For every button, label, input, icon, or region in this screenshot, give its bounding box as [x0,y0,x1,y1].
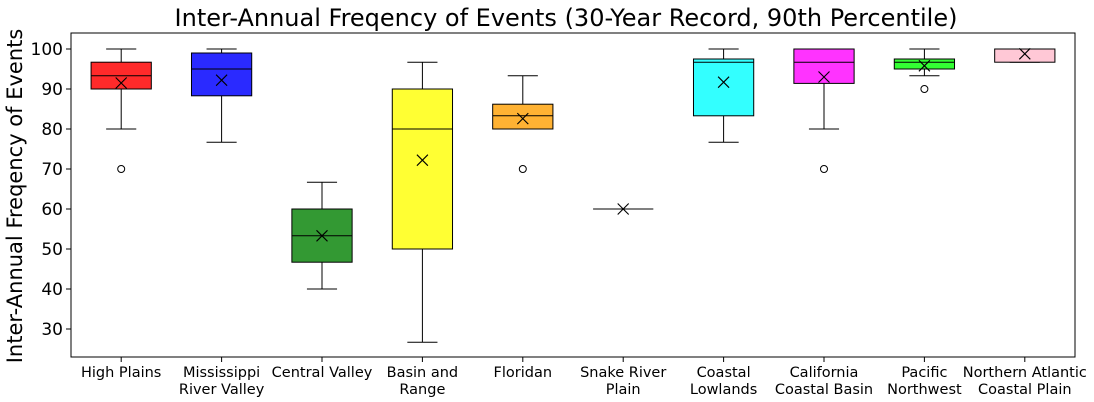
mean-marker [316,229,328,242]
x-tick-label: Northern Atlantic Coastal Plain [963,365,1087,398]
x-tick-label: Floridan [494,365,553,381]
x-tick-label: Coastal Lowlands [690,365,757,398]
box [994,48,1056,63]
outlier-point [820,165,828,173]
y-tick-label: 100 [31,40,63,60]
x-tick-label: Mississippi River Valley [179,365,265,398]
x-tick-label: Pacific Northwest [887,365,962,398]
x-tick-label: High Plains [81,365,161,381]
mean-marker [918,59,931,72]
y-tick-label: 30 [41,320,63,340]
y-tick-label: 40 [41,280,63,300]
outlier-point [518,165,527,173]
x-tick-label: Basin and Range [387,365,459,398]
box [190,52,253,97]
plot-frame [70,32,1076,358]
box [793,48,855,84]
chart-title: Inter-Annual Freqency of Events (30-Year… [175,4,958,32]
box [492,103,554,130]
box [692,58,755,117]
mean-marker [215,74,228,87]
mean-marker [1018,47,1031,60]
plot-area: 30 40 50 60 70 80 90 100 High Plains Mississippi R… [31,40,1087,398]
y-tick-label: 50 [41,240,63,260]
outlier-point [117,165,126,173]
mean-marker [416,154,429,167]
mean-marker [818,71,830,83]
mean-marker [115,77,128,89]
y-tick-label: 70 [41,160,63,180]
mean-marker [617,203,630,215]
mean-marker [717,76,730,89]
x-tick-label: Snake River Plain [580,365,666,398]
y-axis-label: Inter-Annual Freqency of Events [3,29,27,364]
box [893,58,956,70]
box [391,88,454,250]
mean-marker [516,112,529,125]
y-tick-label: 60 [41,200,63,220]
x-tick-label: California Coastal Basin [775,365,873,398]
x-tick-label: Central Valley [272,365,373,381]
outlier-point [920,85,929,93]
y-tick-label: 90 [41,80,63,100]
y-tick-label: 80 [41,120,63,140]
